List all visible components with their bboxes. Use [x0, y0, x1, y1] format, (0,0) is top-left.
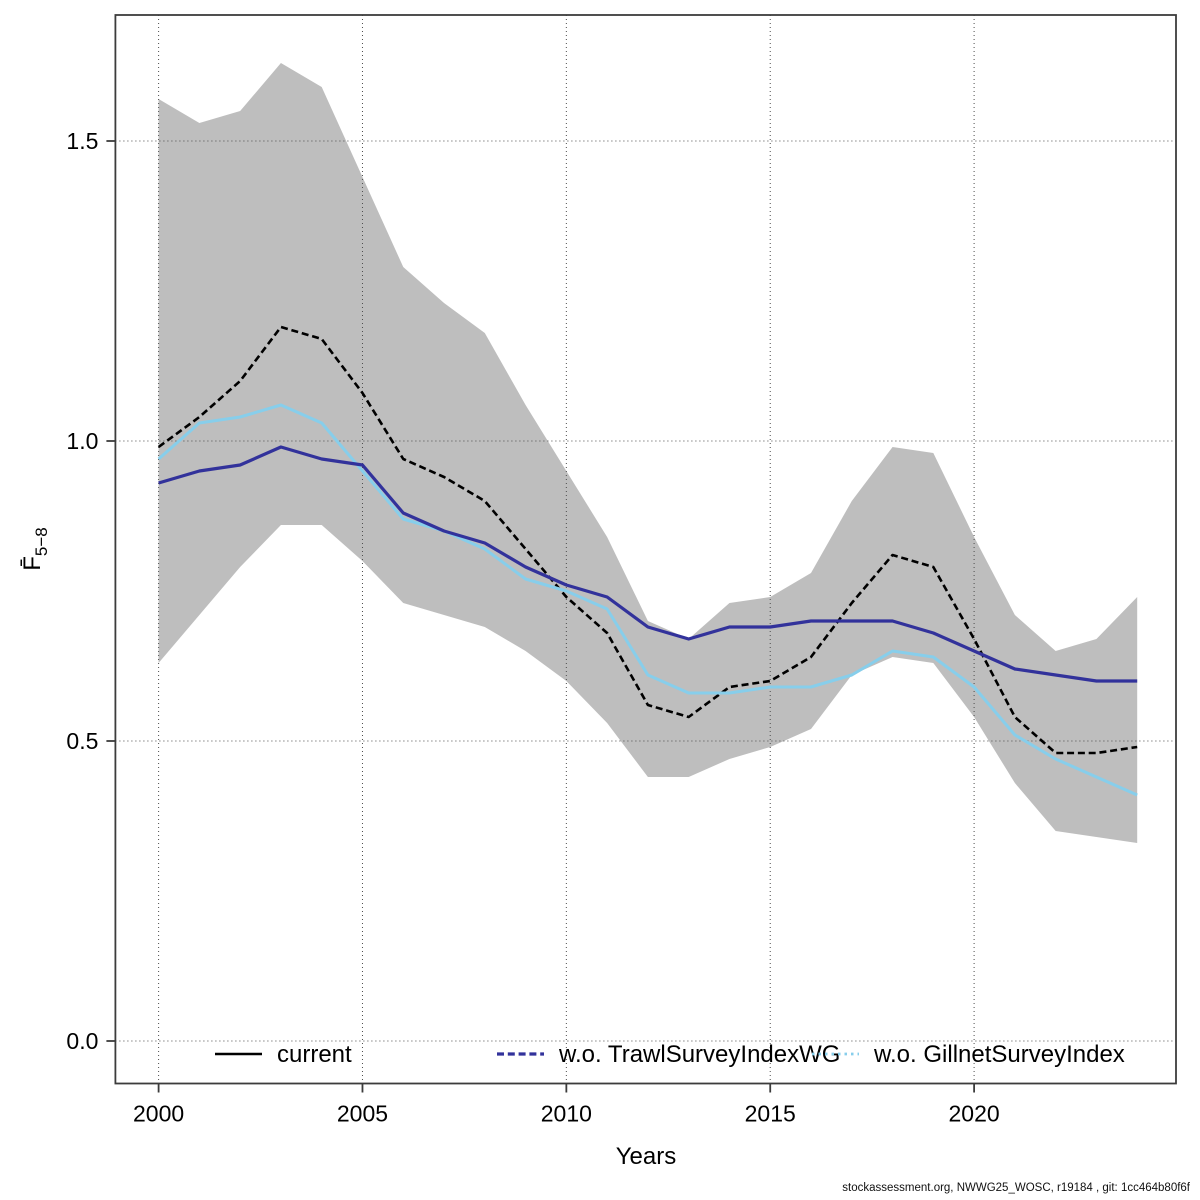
series-line-w-o-trawlsurveyindexwg	[158, 445, 1138, 683]
x-axis-title: Years	[616, 1143, 677, 1170]
footer-text: stockassessment.org, NWWG25_WOSC, r19184…	[842, 1182, 1191, 1194]
x-tick-label: 2010	[541, 1101, 592, 1127]
series-line-current	[157, 325, 1138, 755]
confidence-band	[158, 63, 1138, 843]
confidence-band-polygon	[158, 63, 1138, 843]
y-axis-title-main: F̄	[19, 556, 46, 571]
y-axis-title: F̄5−8	[19, 527, 51, 571]
y-axis-title-sub: 5−8	[32, 527, 51, 556]
gridlines	[115, 15, 1176, 1084]
axes: 2000 2005 2010 2015 2020 0.0 0.5 1.0 1.5	[66, 128, 999, 1127]
x-tick-label: 2020	[949, 1101, 1000, 1127]
legend-label-gillnetsurveyindex: w.o. GillnetSurveyIndex	[873, 1041, 1125, 1068]
series-line-w-o-gillnetsurveyindex	[157, 403, 1138, 797]
y-tick-label: 1.0	[66, 428, 98, 454]
legend-label-trawlsurveyindexwg: w.o. TrawlSurveyIndexWG	[558, 1041, 840, 1068]
y-tick-label: 0.5	[66, 728, 98, 754]
plot-border	[114, 14, 1177, 1085]
y-tick-label: 0.0	[66, 1028, 98, 1054]
x-tick-label: 2015	[745, 1101, 796, 1127]
svg-text:F̄5−8: F̄5−8	[19, 527, 51, 571]
data-series	[157, 325, 1138, 797]
legend-label-current: current	[277, 1041, 352, 1068]
x-tick-label: 2000	[133, 1101, 184, 1127]
x-tick-label: 2005	[337, 1101, 388, 1127]
y-tick-label: 1.5	[66, 128, 98, 154]
legend: current w.o. TrawlSurveyIndexWG w.o. Gil…	[215, 1041, 1125, 1068]
